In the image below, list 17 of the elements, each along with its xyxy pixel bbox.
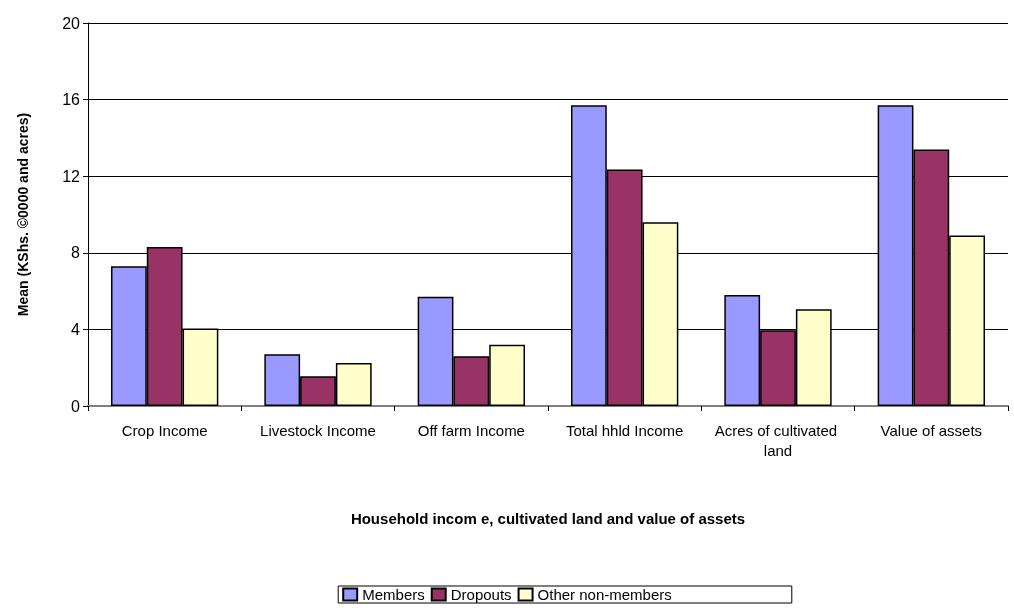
y-axis-title: Mean (KShs. ©0000 and acres) [15,112,31,317]
legend-label: Dropouts [450,586,512,603]
x-tick-label: Acres of cultivated land [714,421,842,459]
x-tick-label: Off farm Income [417,421,525,439]
y-tick-label: 4 [71,320,81,338]
y-tick-label: 8 [71,244,81,262]
x-tick-label: Total hhld Income [565,421,684,439]
x-axis-title: Household incom e, cultivated land and value of assets [350,510,746,527]
y-tick-label: 12 [62,167,81,185]
y-tick-label: 16 [62,91,81,109]
y-tick-label: 20 [62,14,81,32]
x-tick-label: Livestock Income [260,421,376,439]
legend-label: Members [362,586,425,603]
legend-label: Other non-members [537,586,672,603]
x-tick-label: Value of assets [880,421,983,439]
y-tick-label: 0 [71,397,81,415]
x-tick-label: Crop Income [121,421,208,439]
